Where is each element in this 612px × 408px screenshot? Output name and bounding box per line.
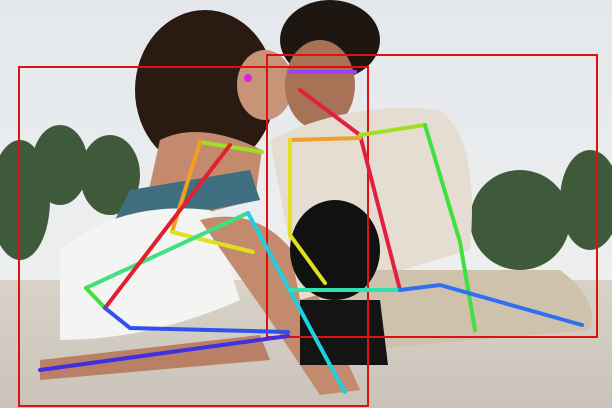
palm xyxy=(32,125,88,205)
limb xyxy=(198,140,264,154)
limb xyxy=(84,286,107,310)
limb xyxy=(170,230,255,254)
limb xyxy=(398,282,584,327)
limb xyxy=(103,143,232,310)
limb xyxy=(38,334,290,372)
palm xyxy=(80,135,140,215)
limb xyxy=(423,123,477,332)
palm xyxy=(560,150,612,250)
limb xyxy=(103,306,290,334)
bounding-box xyxy=(18,66,369,407)
face xyxy=(285,40,355,130)
limb xyxy=(358,123,427,137)
dog xyxy=(290,200,380,300)
limb xyxy=(246,211,347,394)
skeleton xyxy=(38,74,347,394)
skeleton xyxy=(288,70,584,332)
limb xyxy=(288,136,362,142)
bounding-box xyxy=(266,54,598,338)
limb xyxy=(84,211,250,290)
limb xyxy=(288,138,327,285)
palm-trees xyxy=(0,125,612,270)
hair xyxy=(135,10,275,170)
palm xyxy=(470,170,570,270)
face xyxy=(237,50,293,120)
joint xyxy=(244,74,252,82)
